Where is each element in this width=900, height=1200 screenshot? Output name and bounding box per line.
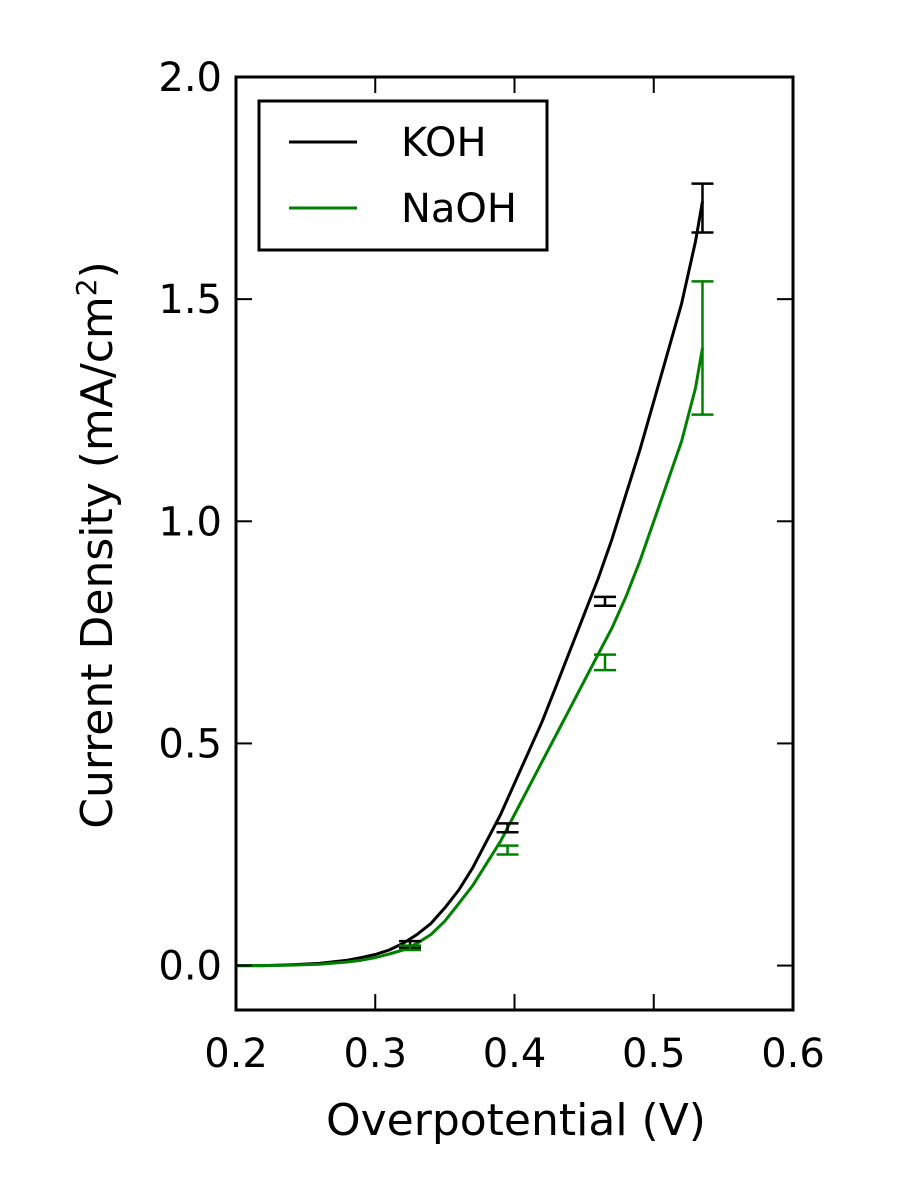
y-axis-title-main: Current Density (mA/cm	[72, 296, 123, 829]
x-tick-label: 0.6	[761, 1031, 825, 1077]
series-line-naoh	[236, 347, 704, 968]
y-axis-title: Current Density (mA/cm2)	[70, 261, 123, 829]
y-axis-title-superscript: 2	[70, 278, 103, 296]
y-tick-label: 0.5	[158, 721, 222, 767]
x-axis-title: Overpotential (V)	[326, 1095, 706, 1146]
tick-label-layer: 0.2 0.3 0.4 0.5 0.6 0.0 0.5 1.0 1.5 2.0	[158, 55, 824, 1077]
x-tick-label: 0.2	[204, 1031, 268, 1077]
series-line-koh	[236, 201, 704, 968]
legend-box	[257, 99, 549, 252]
y-tick-label: 1.5	[158, 277, 222, 323]
x-tick-label: 0.4	[483, 1031, 547, 1077]
y-tick-label: 1.0	[158, 499, 222, 545]
y-tick-label: 0.0	[158, 944, 222, 990]
y-axis-title-close: )	[72, 261, 123, 278]
error-bar-naoh-0-465	[594, 653, 617, 672]
tick-layer	[235, 76, 794, 1010]
errorbar-layer	[399, 182, 714, 952]
y-tick-label: 2.0	[158, 55, 222, 101]
error-bar-naoh-0-395	[496, 844, 519, 856]
error-bar-koh-0-535	[691, 182, 714, 234]
x-tick-label: 0.5	[622, 1031, 686, 1077]
x-tick-label: 0.3	[343, 1031, 407, 1077]
series-layer	[236, 201, 704, 968]
error-bar-koh-0-465	[594, 595, 617, 607]
error-bar-koh-0-395	[496, 822, 519, 834]
legend-label-naoh: NaOH	[401, 186, 517, 232]
error-bar-naoh-0-325	[399, 944, 422, 952]
error-bar-naoh-0-535	[691, 280, 714, 416]
legend: KOH NaOH	[257, 99, 549, 252]
legend-label-koh: KOH	[401, 120, 487, 166]
